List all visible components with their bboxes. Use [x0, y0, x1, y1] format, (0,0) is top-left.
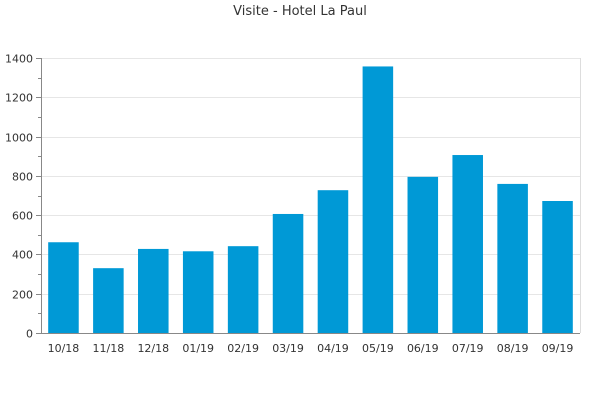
tick-labels: 0 200 400 600 800 1000 1200 1400 10/18 11/18 12/18… [5, 53, 573, 356]
gridlines [41, 58, 580, 295]
y-tick-label: 600 [12, 210, 33, 223]
y-tick-label: 200 [12, 289, 33, 302]
x-tick-label: 05/19 [362, 342, 394, 355]
x-tick-label: 12/18 [137, 342, 169, 355]
bar-01-19 [182, 251, 214, 333]
x-tick-label: 07/19 [452, 342, 484, 355]
x-tick-label: 04/19 [317, 342, 349, 355]
y-tick-label: 1400 [5, 53, 33, 66]
x-tick-label: 01/19 [182, 342, 214, 355]
bar-07-19 [452, 155, 483, 333]
bar-04-19 [317, 190, 349, 333]
x-tick-label: 06/19 [407, 342, 439, 355]
bar-06-19 [407, 176, 439, 333]
bar-05-19 [362, 66, 394, 334]
x-tick-label: 02/19 [227, 342, 259, 355]
bar-09-19 [542, 201, 573, 333]
bar-03-19 [272, 213, 304, 333]
x-tick-label: 10/18 [48, 342, 80, 355]
y-tick-label: 400 [12, 249, 33, 262]
bar-11-18 [93, 268, 124, 333]
axes [36, 58, 581, 334]
bars [48, 66, 573, 334]
y-tick-label: 0 [26, 328, 33, 341]
bar-02-19 [227, 246, 259, 333]
bar-12-18 [138, 248, 169, 333]
x-tick-label: 11/18 [93, 342, 125, 355]
y-tick-label: 1200 [5, 92, 33, 105]
bar-08-19 [497, 183, 528, 333]
x-tick-label: 08/19 [497, 342, 529, 355]
bar-10-18 [48, 242, 79, 333]
y-tick-label: 800 [12, 171, 33, 184]
x-tick-label: 09/19 [542, 342, 574, 355]
y-tick-label: 1000 [5, 132, 33, 145]
x-tick-label: 03/19 [272, 342, 304, 355]
chart-title: Visite - Hotel La Paul [233, 4, 367, 19]
